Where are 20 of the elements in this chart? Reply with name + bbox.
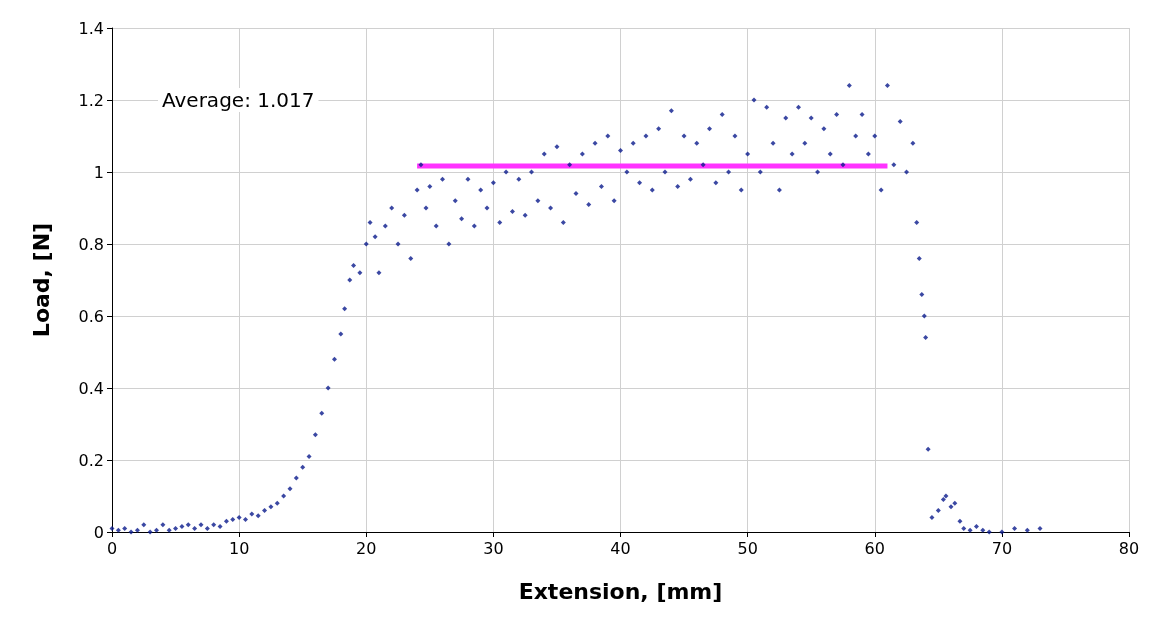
annotation: Average: 1.017 [162,88,315,112]
x-tick-label: 50 [737,538,758,558]
x-tick-label: 0 [106,538,118,558]
y-tick-label: 1.4 [78,18,104,38]
y-axis-title: Load, [N] [28,222,54,338]
y-tick-label: 0.2 [78,450,104,470]
y-tick-label: 0.8 [78,234,104,254]
x-tick-label: 80 [1118,538,1140,558]
x-tick-label: 30 [483,538,504,558]
x-tick-label: 20 [356,538,377,558]
x-axis-title: Extension, [mm] [518,578,723,604]
y-tick-label: 0.6 [78,306,104,326]
x-tick-label: 40 [610,538,631,558]
y-tick-label: 1.2 [78,90,104,110]
x-tick-label: 60 [864,538,885,558]
y-tick-label: 1 [93,162,104,182]
x-tick-label: 70 [991,538,1013,558]
y-tick-label: 0 [93,522,104,542]
y-tick-label: 0.4 [78,378,104,398]
x-tick-label: 10 [228,538,250,558]
